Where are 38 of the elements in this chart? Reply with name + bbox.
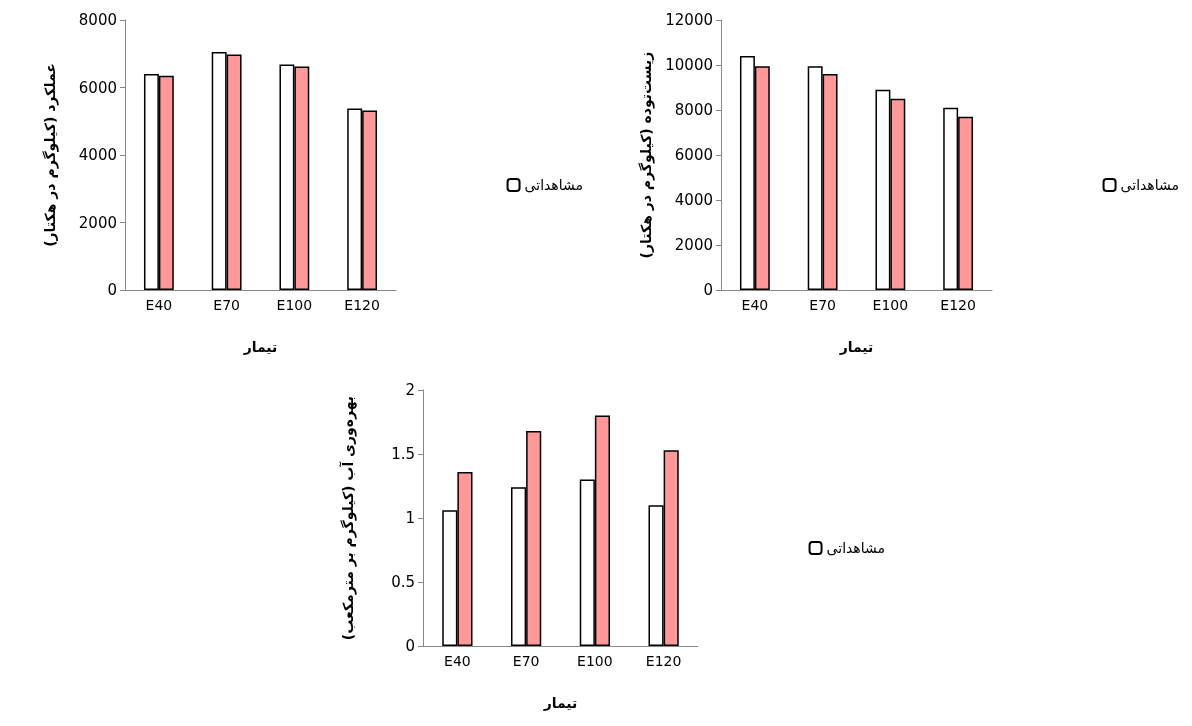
x-tick-label: E120 [940, 297, 976, 313]
y-tick-label: 8000 [674, 101, 713, 119]
x-tick-label: E120 [344, 297, 380, 313]
x-tick-label: E70 [512, 653, 540, 669]
y-tick-label: 0 [405, 637, 415, 655]
x-tick-label: E40 [145, 297, 173, 313]
y-axis-title: عملکرد (کیلوگرم در هکتار) [42, 63, 59, 247]
y-tick-label: 6000 [78, 78, 117, 97]
y-tick-label: 1 [405, 509, 415, 527]
y-tick-label: 8000 [78, 11, 117, 29]
y-tick-label: 2000 [78, 213, 117, 232]
x-tick-label: E70 [809, 297, 836, 313]
legend-label: مشاهداتی [1120, 177, 1180, 193]
x-tick-label: E40 [444, 653, 471, 669]
y-tick-label: 0 [107, 281, 117, 299]
x-tick-label: E120 [645, 653, 682, 669]
y-tick-label: 12000 [665, 11, 713, 29]
y-tick-label: 6000 [674, 146, 713, 164]
y-tick-label: 0.5 [391, 573, 415, 591]
y-axis-title: زیست‌توده (کیلوگرم در هکتار) [638, 51, 655, 259]
x-tick-label: E100 [577, 653, 613, 669]
y-tick-label: 4000 [78, 146, 117, 164]
y-tick-label: 2000 [674, 236, 713, 254]
x-tick-label: E100 [872, 297, 909, 313]
x-tick-label: E40 [741, 297, 769, 313]
legend-label: مشاهداتی [524, 177, 584, 193]
y-tick-label: 0 [703, 281, 713, 299]
legend-label: مشاهداتی [826, 540, 886, 556]
y-tick-label: 2 [405, 381, 415, 399]
y-tick-label: 10000 [665, 56, 713, 74]
x-axis-title: تیمار [242, 339, 278, 355]
y-tick-label: 1.5 [391, 445, 415, 463]
x-tick-label: E100 [276, 297, 313, 313]
x-axis-title: تیمار [542, 695, 578, 711]
y-axis-title: بهره‌وری آب (کیلوگرم بر مترمکعب) [339, 395, 357, 641]
x-tick-label: E70 [213, 297, 240, 313]
x-axis-title: تیمار [838, 339, 874, 355]
y-tick-label: 4000 [674, 191, 713, 209]
